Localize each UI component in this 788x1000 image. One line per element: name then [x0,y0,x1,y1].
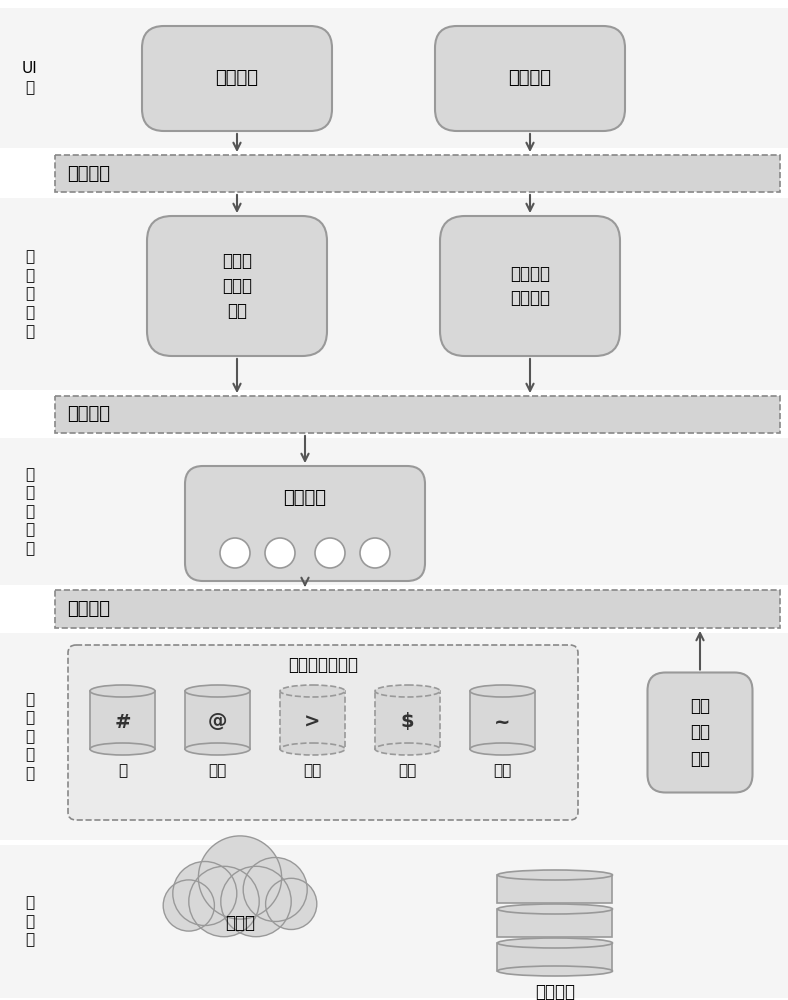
Text: 服务总线: 服务总线 [67,406,110,424]
Circle shape [163,880,214,931]
Bar [470,691,535,749]
FancyBboxPatch shape [648,672,753,792]
FancyBboxPatch shape [185,466,425,581]
Text: 服务总线: 服务总线 [67,600,110,618]
Bar [0,198,788,390]
Text: 显示模块: 显示模块 [215,70,258,88]
Text: 基
础
服
务
层: 基 础 服 务 层 [25,692,35,781]
Bar [0,633,788,840]
Bar [497,909,612,937]
Ellipse shape [497,966,612,976]
Text: 推送服务: 推送服务 [284,489,326,507]
Text: ~: ~ [494,712,511,732]
Ellipse shape [497,904,612,914]
Ellipse shape [470,743,535,755]
Text: 规则
配置
服务: 规则 配置 服务 [690,697,710,768]
Text: 域: 域 [118,764,127,778]
Bar [55,396,780,433]
Text: $: $ [400,712,414,732]
Ellipse shape [280,685,345,697]
Text: 组
合
服
务
层: 组 合 服 务 层 [25,467,35,556]
Text: UI
层: UI 层 [22,61,38,95]
Ellipse shape [280,743,345,755]
Text: 云服务: 云服务 [225,914,255,932]
FancyBboxPatch shape [142,26,332,131]
Text: 活动: 活动 [493,764,511,778]
Circle shape [173,861,237,926]
Text: 主体: 主体 [208,764,227,778]
Text: 活动历程
服务模块: 活动历程 服务模块 [510,264,550,308]
FancyBboxPatch shape [147,216,327,356]
Circle shape [220,538,250,568]
Ellipse shape [470,685,535,697]
Text: 工单: 工单 [303,764,322,778]
Circle shape [221,866,292,937]
Text: 标的: 标的 [399,764,417,778]
Circle shape [315,538,345,568]
Ellipse shape [375,685,440,697]
Ellipse shape [497,938,612,948]
Ellipse shape [90,685,155,697]
Text: 服务总线: 服务总线 [67,164,110,182]
Circle shape [189,866,259,937]
Text: 业
务
服
务
层: 业 务 服 务 层 [25,249,35,339]
Text: 基础元数据服务: 基础元数据服务 [288,656,358,674]
Text: 资
源
层: 资 源 层 [25,895,35,948]
FancyBboxPatch shape [68,645,578,820]
Text: @: @ [208,712,227,732]
Bar [497,943,612,971]
Text: 数据服务: 数据服务 [535,983,575,1000]
FancyBboxPatch shape [440,216,620,356]
Bar [185,691,250,749]
Bar [0,438,788,585]
Bar [55,155,780,192]
Circle shape [266,878,317,930]
Circle shape [265,538,295,568]
Bar [375,691,440,749]
Circle shape [243,857,307,922]
Bar [497,875,612,903]
Ellipse shape [185,685,250,697]
Bar [90,691,155,749]
Text: 规则执
行服务
模块: 规则执 行服务 模块 [222,252,252,320]
Circle shape [199,836,281,919]
Bar [280,691,345,749]
Text: >: > [304,712,321,732]
Text: #: # [114,712,131,732]
FancyBboxPatch shape [435,26,625,131]
Text: 处理模块: 处理模块 [508,70,552,88]
Bar [0,8,788,148]
Circle shape [360,538,390,568]
Ellipse shape [497,870,612,880]
Ellipse shape [375,743,440,755]
Ellipse shape [90,743,155,755]
Bar [55,590,780,628]
Bar [0,845,788,998]
Ellipse shape [185,743,250,755]
